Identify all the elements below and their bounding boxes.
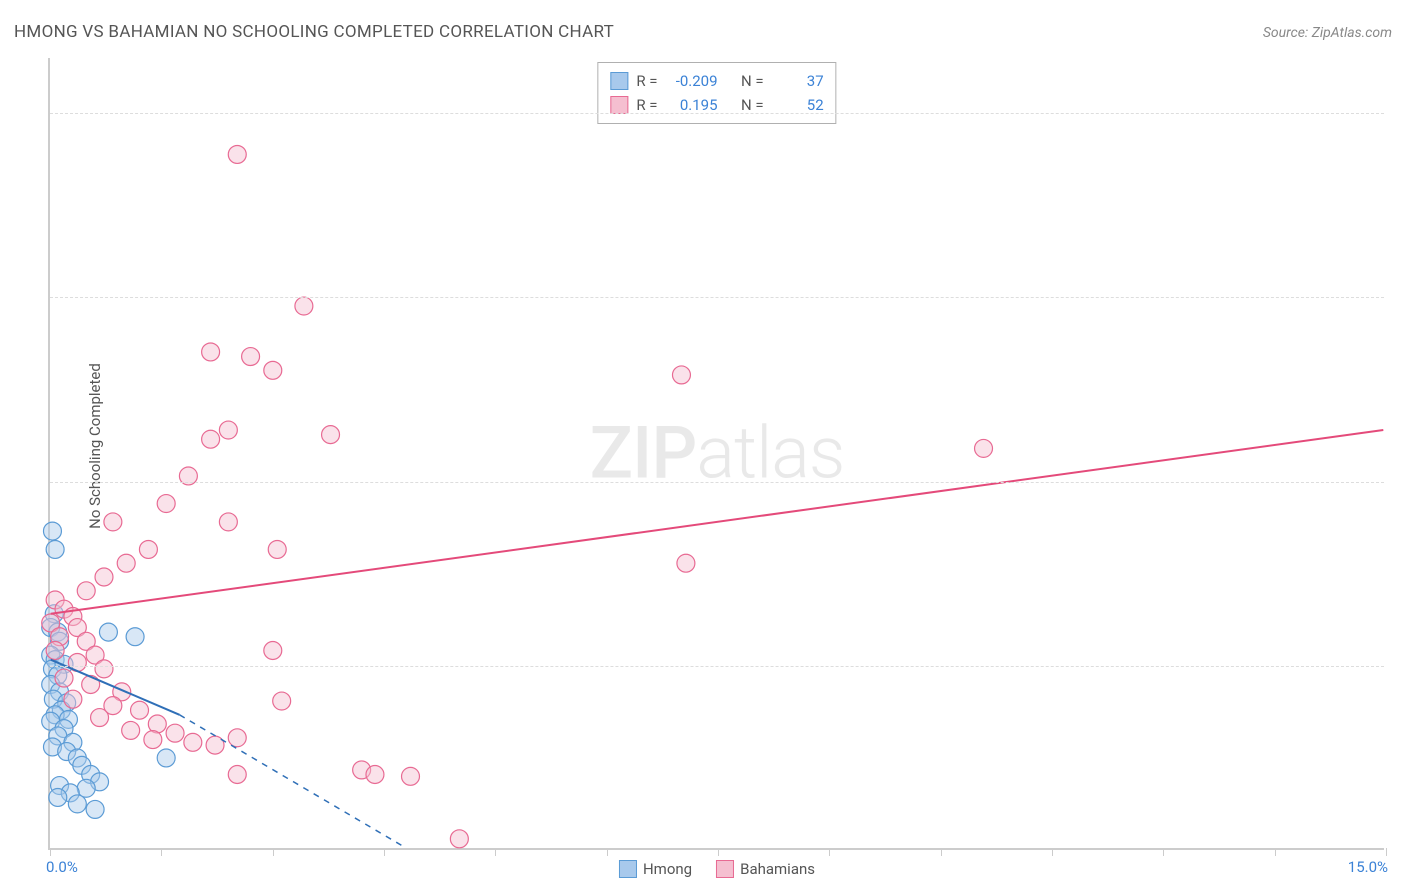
x-tick	[273, 848, 274, 856]
scatter-point	[228, 766, 246, 784]
scatter-point	[68, 795, 86, 813]
x-tick	[1163, 848, 1164, 856]
scatter-point	[402, 767, 420, 785]
scatter-point	[157, 495, 175, 513]
scatter-point	[126, 628, 144, 646]
r-value-hmong: -0.209	[666, 69, 718, 93]
chart-svg	[50, 58, 1384, 848]
scatter-point	[86, 800, 104, 818]
scatter-point	[672, 366, 690, 384]
scatter-point	[64, 690, 82, 708]
n-value-hmong: 37	[772, 69, 824, 93]
scatter-point	[95, 660, 113, 678]
scatter-point	[157, 749, 175, 767]
x-tick	[607, 848, 608, 856]
source-attribution: Source: ZipAtlas.com	[1263, 25, 1392, 41]
n-label: N =	[741, 69, 764, 93]
scatter-point	[131, 701, 149, 719]
swatch-hmong-icon	[619, 860, 637, 878]
scatter-point	[55, 669, 73, 687]
correlation-legend: R = -0.209 N = 37 R = 0.195 N = 52	[597, 62, 836, 124]
x-tick	[50, 848, 51, 856]
series-legend: Hmong Bahamians	[619, 860, 815, 878]
plot-area: ZIPatlas R = -0.209 N = 37 R = 0.195 N =…	[48, 58, 1384, 850]
scatter-point	[219, 421, 237, 439]
scatter-point	[242, 348, 260, 366]
scatter-point	[77, 779, 95, 797]
x-tick	[1275, 848, 1276, 856]
scatter-point	[202, 343, 220, 361]
x-tick	[941, 848, 942, 856]
x-tick	[1052, 848, 1053, 856]
scatter-point	[184, 733, 202, 751]
header: HMONG VS BAHAMIAN NO SCHOOLING COMPLETED…	[14, 22, 1392, 42]
scatter-point	[122, 721, 140, 739]
x-tick	[829, 848, 830, 856]
scatter-point	[95, 568, 113, 586]
x-tick	[718, 848, 719, 856]
scatter-point	[91, 709, 109, 727]
scatter-point	[46, 642, 64, 660]
swatch-hmong	[610, 72, 628, 90]
scatter-point	[99, 623, 117, 641]
legend-item-bahamians: Bahamians	[716, 860, 815, 878]
scatter-point	[77, 582, 95, 600]
scatter-point	[322, 426, 340, 444]
scatter-point	[117, 554, 135, 572]
scatter-point	[366, 766, 384, 784]
swatch-bahamians-icon	[716, 860, 734, 878]
x-tick-label-min: 0.0%	[46, 858, 78, 876]
legend-item-hmong: Hmong	[619, 860, 692, 878]
scatter-point	[104, 513, 122, 531]
legend-row-hmong: R = -0.209 N = 37	[610, 69, 823, 93]
legend-label-bahamians: Bahamians	[740, 860, 815, 878]
x-tick	[161, 848, 162, 856]
scatter-point	[264, 642, 282, 660]
scatter-point	[264, 361, 282, 379]
scatter-point	[139, 540, 157, 558]
scatter-point	[144, 731, 162, 749]
chart-title: HMONG VS BAHAMIAN NO SCHOOLING COMPLETED…	[14, 22, 614, 42]
gridline	[50, 482, 1384, 483]
x-tick	[1386, 848, 1387, 856]
scatter-point	[43, 522, 61, 540]
scatter-point	[228, 145, 246, 163]
scatter-point	[46, 540, 64, 558]
scatter-point	[219, 513, 237, 531]
scatter-point	[295, 297, 313, 315]
swatch-bahamians	[610, 96, 628, 114]
x-tick-label-max: 15.0%	[1348, 858, 1388, 876]
gridline	[50, 297, 1384, 298]
scatter-point	[677, 554, 695, 572]
gridline	[50, 666, 1384, 667]
scatter-point	[82, 676, 100, 694]
scatter-point	[450, 830, 468, 848]
scatter-point	[49, 788, 67, 806]
gridline	[50, 113, 1384, 114]
scatter-point	[202, 430, 220, 448]
legend-label-hmong: Hmong	[643, 860, 692, 878]
x-tick	[495, 848, 496, 856]
scatter-point	[268, 540, 286, 558]
scatter-point	[273, 692, 291, 710]
scatter-point	[228, 729, 246, 747]
x-tick	[384, 848, 385, 856]
scatter-point	[166, 724, 184, 742]
r-label: R =	[636, 69, 657, 93]
scatter-point	[975, 439, 993, 457]
trend-line	[51, 430, 1384, 614]
